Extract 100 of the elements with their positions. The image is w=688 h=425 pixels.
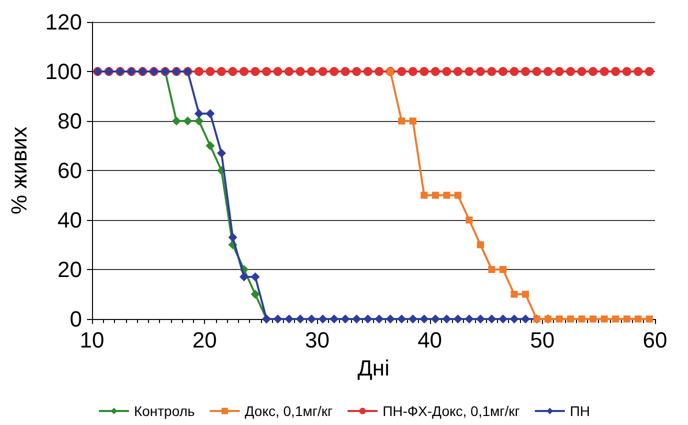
point [522,290,530,298]
point [340,67,350,76]
point [262,67,272,76]
point [330,67,339,76]
y-axis-title: % живих [6,126,32,214]
point [590,316,597,322]
y-tick-label: 100 [45,59,82,84]
point [488,266,496,273]
point [487,67,496,76]
point [443,192,450,199]
point [420,67,429,76]
point [183,116,192,126]
point [250,290,260,299]
point [567,316,574,322]
point [318,314,328,324]
point [510,67,519,76]
point [240,67,249,76]
legend-label: ПН [570,403,590,419]
point [510,314,519,324]
y-tick-label: 0 [70,306,82,332]
point [420,192,428,199]
point [296,314,305,324]
point [250,272,260,282]
y-tick-label: 20 [58,257,82,282]
point [228,67,238,76]
point [363,314,372,324]
point [566,67,576,76]
point [498,67,508,76]
point [420,314,429,324]
x-tick-label: 30 [304,328,330,352]
point [318,67,328,76]
point [499,266,506,273]
point [487,314,496,324]
point [577,67,586,76]
point [556,316,563,322]
point [228,232,238,242]
x-tick-label: 20 [192,328,217,352]
point [600,67,609,76]
point [409,118,416,124]
point [454,192,462,199]
point [273,67,282,76]
point [340,314,350,324]
point [466,216,473,224]
point [206,141,215,150]
point [432,192,439,199]
point [578,316,586,322]
point [554,67,564,76]
point [307,67,316,76]
point [644,67,654,76]
point [206,109,215,118]
point [194,67,204,76]
y-tick-label: 120 [45,10,82,34]
point [352,314,362,324]
point [273,314,282,324]
point [622,67,632,76]
point [612,316,620,322]
point [634,316,642,322]
point [250,67,260,76]
x-tick-label: 10 [80,328,104,352]
point [284,67,294,76]
y-tick-label: 80 [58,108,82,134]
point [442,67,452,76]
point [600,316,608,322]
point [408,67,418,76]
point [623,316,630,322]
point [386,314,395,324]
y-tick-label: 60 [58,158,82,183]
point [634,67,643,76]
point [363,67,372,76]
x-tick-label: 40 [418,328,442,352]
point [352,67,362,76]
point [430,67,440,76]
point [646,316,653,322]
x-axis-title: Дні [358,356,390,380]
point [296,67,305,76]
x-tick-label: 60 [642,328,668,352]
point [588,67,598,76]
legend-label: Контроль [134,403,195,419]
point [374,67,384,76]
point [217,67,226,76]
point [398,118,406,124]
point [521,67,530,76]
point [611,67,620,76]
point [453,67,462,76]
point [397,314,406,324]
point [172,116,181,126]
legend-label: ПН-ФХ-Докс, 0,1мг/кг [382,403,520,419]
point [194,109,204,118]
x-tick-label: 50 [530,328,555,352]
point [464,314,474,324]
point [544,67,553,76]
point [476,67,485,76]
point [397,67,406,76]
point [374,314,384,324]
point [216,148,226,158]
y-tick-label: 40 [58,208,82,232]
point [240,272,249,282]
point [510,290,518,298]
point [442,314,452,324]
legend-label: Докс, 0,1мг/кг [244,403,333,419]
